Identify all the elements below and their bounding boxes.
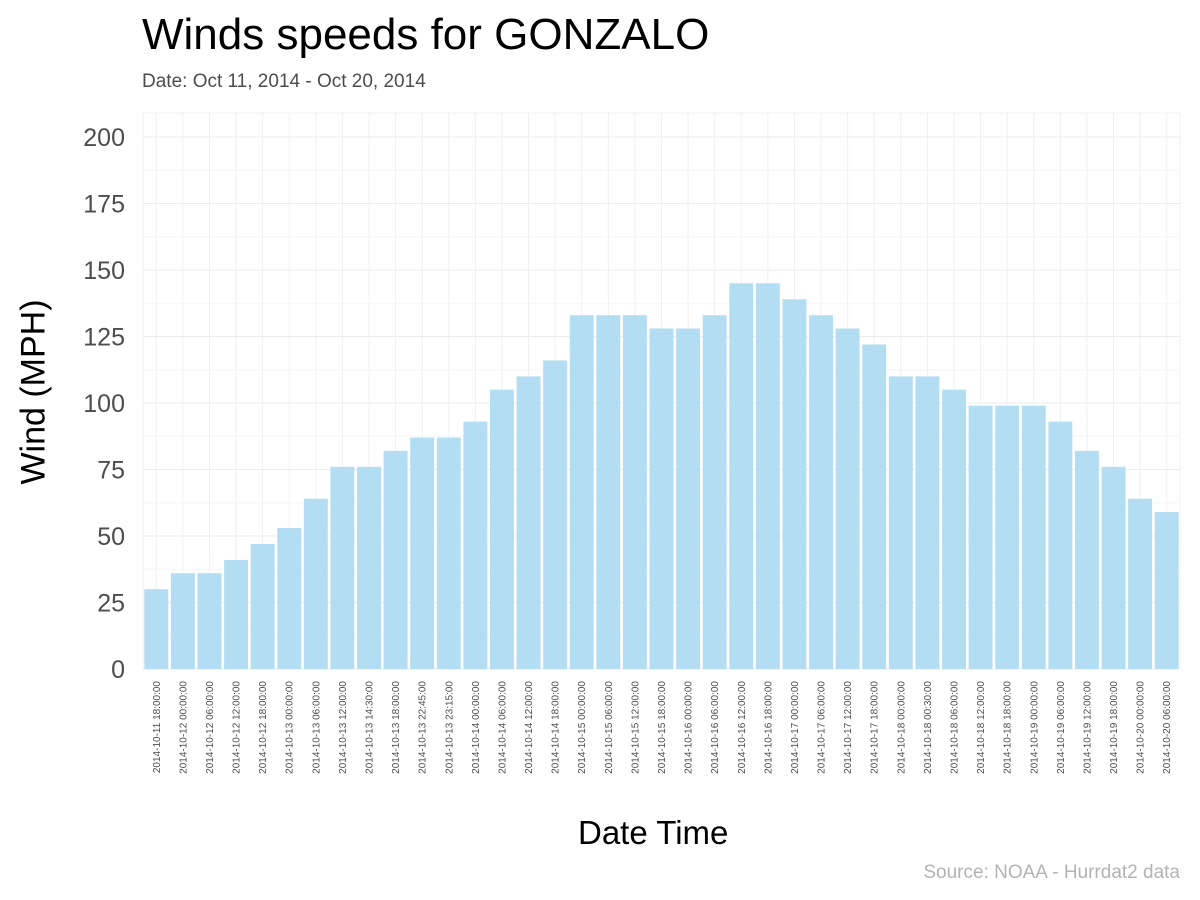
bar [569,315,594,669]
bar [888,376,913,669]
bar [942,389,966,669]
bar [1128,498,1153,669]
x-tick-label: 2014-10-17 06:00:00 [817,681,828,774]
bar [862,344,887,669]
chart-subtitle: Date: Oct 11, 2014 - Oct 20, 2014 [142,71,426,92]
bar [676,328,701,669]
bar [729,283,754,669]
x-tick-label: 2014-10-16 06:00:00 [710,681,721,774]
bar [224,559,249,669]
x-tick-label: 2014-10-19 00:00:00 [1029,681,1040,774]
x-tick-label: 2014-10-16 12:00:00 [737,681,748,774]
x-tick-label: 2014-10-13 00:00:00 [285,681,296,774]
bar [250,543,275,669]
bar [1101,466,1126,669]
x-tick-label: 2014-10-18 00:30:00 [923,681,934,774]
x-tick-label: 2014-10-15 18:00:00 [657,681,668,774]
bar [596,315,621,669]
y-tick-label: 150 [83,257,125,285]
bar [995,405,1020,669]
bar [357,466,381,669]
x-tick-labels: 2014-10-11 18:00:00 2014-10-12 00:00:00 20… [152,681,1173,774]
y-tick-label: 100 [83,390,125,418]
x-tick-label: 2014-10-12 12:00:00 [232,681,243,774]
chart-title: Winds speeds for GONZALO [142,10,710,59]
x-tick-label: 2014-10-16 00:00:00 [684,681,695,774]
x-tick-label: 2014-10-19 06:00:00 [1056,681,1067,774]
bar [489,389,514,669]
x-tick-label: 2014-10-17 00:00:00 [790,681,801,774]
x-tick-label: 2014-10-14 12:00:00 [524,681,535,774]
bar [1074,450,1099,669]
x-tick-label: 2014-10-18 12:00:00 [976,681,987,774]
bar [303,498,328,669]
x-tick-label: 2014-10-13 12:00:00 [338,681,349,774]
y-tick-label: 125 [83,324,125,352]
x-tick-label: 2014-10-15 00:00:00 [577,681,588,774]
bar [1154,512,1179,669]
x-axis-label: Date Time [578,814,729,851]
bar [755,283,780,669]
bar [968,405,993,669]
x-tick-label: 2014-10-13 23:15:00 [444,681,455,774]
bar [915,376,940,669]
x-tick-label: 2014-10-20 06:00:00 [1162,681,1173,774]
x-tick-label: 2014-10-13 18:00:00 [391,681,402,774]
bar [782,299,807,669]
x-tick-label: 2014-10-15 06:00:00 [604,681,615,774]
x-tick-label: 2014-10-13 22:45:00 [418,681,429,774]
bar [622,315,647,669]
x-tick-label: 2014-10-14 00:00:00 [471,681,482,774]
x-tick-label: 2014-10-14 06:00:00 [497,681,508,774]
x-tick-label: 2014-10-17 12:00:00 [843,681,854,774]
y-tick-label: 50 [97,523,125,551]
x-tick-label: 2014-10-12 00:00:00 [178,681,189,774]
y-tick-label: 200 [83,124,125,152]
bar [170,573,195,669]
x-tick-label: 2014-10-19 18:00:00 [1109,681,1120,774]
x-tick-label: 2014-10-18 00:00:00 [896,681,907,774]
x-tick-label: 2014-10-17 18:00:00 [870,681,881,774]
bar [1048,421,1073,669]
bar [543,360,568,669]
bar [330,466,355,669]
x-tick-label: 2014-10-12 18:00:00 [258,681,269,774]
y-tick-label: 175 [83,191,125,219]
y-tick-label: 25 [97,590,125,618]
x-tick-label: 2014-10-14 18:00:00 [551,681,562,774]
bar [516,376,541,669]
x-tick-label: 2014-10-15 12:00:00 [630,681,641,774]
y-tick-label: 75 [97,457,125,485]
x-tick-label: 2014-10-13 06:00:00 [311,681,322,774]
x-tick-label: 2014-10-13 14:30:00 [365,681,376,774]
y-axis-label: Wind (MPH) [14,299,53,485]
bar [649,328,674,669]
bar [144,589,169,669]
x-tick-label: 2014-10-18 18:00:00 [1003,681,1014,774]
source-caption: Source: NOAA - Hurrdat2 data [923,862,1180,883]
x-tick-label: 2014-10-18 06:00:00 [949,681,960,774]
bar [1021,405,1046,669]
bar [463,421,488,669]
x-tick-label: 2014-10-19 12:00:00 [1082,681,1093,774]
x-tick-label: 2014-10-20 00:00:00 [1136,681,1147,774]
bar [410,437,435,669]
bar [383,450,408,669]
bar [809,315,834,669]
x-tick-label: 2014-10-12 06:00:00 [205,681,216,774]
bar [702,315,727,669]
bar [835,328,860,669]
x-tick-label: 2014-10-11 18:00:00 [152,681,163,774]
bar [277,528,302,669]
bar [197,573,222,669]
x-tick-label: 2014-10-16 18:00:00 [763,681,774,774]
y-tick-label: 0 [111,656,125,684]
bar [436,437,461,669]
y-tick-labels: 0 25 50 75 100 125 150 175 200 [83,124,125,684]
bars [144,283,1179,669]
